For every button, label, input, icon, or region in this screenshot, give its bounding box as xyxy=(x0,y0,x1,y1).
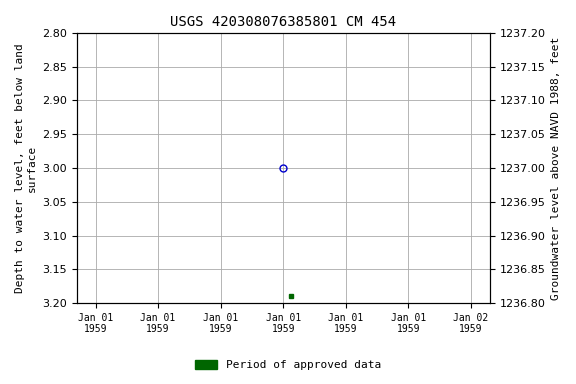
Title: USGS 420308076385801 CM 454: USGS 420308076385801 CM 454 xyxy=(170,15,396,29)
Legend: Period of approved data: Period of approved data xyxy=(191,356,385,375)
Y-axis label: Groundwater level above NAVD 1988, feet: Groundwater level above NAVD 1988, feet xyxy=(551,36,561,300)
Y-axis label: Depth to water level, feet below land
surface: Depth to water level, feet below land su… xyxy=(15,43,37,293)
